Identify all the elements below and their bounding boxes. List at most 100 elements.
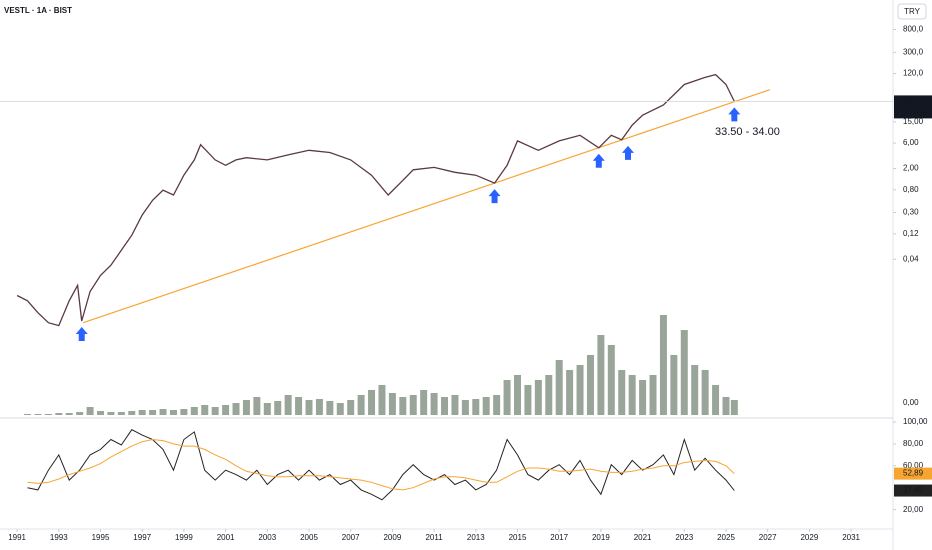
- volume-bar: [586, 355, 594, 415]
- volume-bar: [284, 395, 292, 415]
- currency-label[interactable]: TRY: [904, 7, 921, 16]
- x-tick-label: 1999: [175, 533, 193, 542]
- y-tick-label: 800,0: [903, 25, 924, 34]
- y-tick-label: 80,00: [903, 439, 924, 448]
- x-tick-label: 1995: [92, 533, 110, 542]
- volume-bar: [712, 385, 720, 415]
- volume-bar: [388, 393, 396, 415]
- price-line: [16, 73, 735, 327]
- volume-bar: [534, 380, 542, 415]
- y-tick-label: 300,0: [903, 47, 924, 56]
- y-tick-label: 60,00: [903, 461, 924, 470]
- volume-bar: [628, 375, 636, 415]
- volume-bar: [659, 315, 667, 415]
- volume-bar: [138, 410, 146, 415]
- y-tick-label: 0,80: [903, 185, 919, 194]
- marker-arrow: [75, 327, 88, 342]
- x-tick-label: 2015: [509, 533, 527, 542]
- volume-bar: [722, 397, 730, 415]
- volume-bar: [680, 330, 688, 415]
- volume-bar: [378, 385, 386, 415]
- x-tick-label: 1991: [8, 533, 26, 542]
- y-tick-label: 0,00: [903, 398, 919, 407]
- volume-bar: [76, 412, 84, 415]
- x-tick-label: 2009: [383, 533, 401, 542]
- volume-bar: [55, 413, 63, 415]
- rsi-line: [27, 438, 735, 491]
- volume-bar: [493, 395, 501, 415]
- currency-button[interactable]: [897, 3, 927, 20]
- volume-bar: [451, 395, 459, 415]
- x-tick-label: 2031: [842, 533, 860, 542]
- x-tick-label: 2007: [342, 533, 360, 542]
- volume-bar: [263, 403, 271, 415]
- symbol-title: VESTL · 1A · BIST: [4, 6, 72, 15]
- last-value-label: 37,45: [903, 486, 924, 495]
- rsi-line: [27, 429, 735, 501]
- volume-bar: [576, 365, 584, 415]
- volume-bar: [566, 370, 574, 415]
- volume-bar: [347, 400, 355, 415]
- volume-bar: [232, 403, 240, 415]
- volume-bar: [295, 397, 303, 415]
- x-tick-label: 1993: [50, 533, 68, 542]
- x-tick-label: 2027: [759, 533, 777, 542]
- volume-bar: [24, 414, 32, 415]
- volume-bar: [34, 414, 42, 415]
- volume-bar: [670, 355, 678, 415]
- volume-bar: [441, 397, 449, 415]
- volume-bar: [409, 395, 417, 415]
- x-tick-label: 2023: [675, 533, 693, 542]
- volume-bar: [513, 375, 521, 415]
- volume-bar: [357, 395, 365, 415]
- volume-bar: [180, 409, 188, 415]
- x-tick-label: 2021: [634, 533, 652, 542]
- volume-bar: [315, 399, 323, 415]
- y-tick-label: 120,0: [903, 69, 924, 78]
- volume-bar: [117, 412, 125, 415]
- volume-bar: [305, 400, 313, 415]
- volume-bar: [44, 414, 52, 415]
- volume-bar: [211, 407, 219, 415]
- volume-bar: [368, 390, 376, 415]
- volume-bar: [242, 400, 250, 415]
- volume-bar: [503, 380, 511, 415]
- volume-bar: [701, 370, 709, 415]
- marker-arrow: [728, 107, 741, 122]
- y-tick-label: 20,00: [903, 505, 924, 514]
- volume-bar: [545, 375, 553, 415]
- y-tick-label: 15,00: [903, 117, 924, 126]
- annotation: 33.50 - 34.00: [715, 126, 780, 138]
- volume-bar: [524, 385, 532, 415]
- volume-bar: [65, 413, 73, 415]
- volume-bar: [691, 365, 699, 415]
- last-value-label: 52,89: [903, 469, 924, 478]
- countdown: 23:58:44: [898, 107, 930, 116]
- volume-bar: [107, 412, 115, 415]
- x-tick-label: 2025: [717, 533, 735, 542]
- volume-bar: [222, 405, 230, 415]
- volume-bar: [128, 411, 136, 415]
- volume-bar: [618, 370, 626, 415]
- volume-bar: [399, 397, 407, 415]
- last-value-tag: [894, 484, 932, 497]
- y-tick-label: 2,00: [903, 164, 919, 173]
- volume-bar: [336, 403, 344, 415]
- volume-bar: [649, 375, 657, 415]
- volume-bar: [274, 401, 282, 415]
- x-tick-label: 2029: [800, 533, 818, 542]
- volume-bar: [472, 399, 480, 415]
- y-tick-label: 100,00: [903, 417, 928, 426]
- volume-bar: [253, 397, 261, 415]
- trendline: [83, 89, 770, 324]
- volume-bar: [149, 410, 157, 415]
- volume-bar: [430, 393, 438, 415]
- x-tick-label: 2013: [467, 533, 485, 542]
- last-value-tag: [894, 467, 932, 480]
- y-tick-label: 0,12: [903, 229, 919, 238]
- volume-bar: [482, 397, 490, 415]
- last-price-tag: [894, 95, 932, 119]
- y-tick-label: 0,04: [903, 254, 919, 263]
